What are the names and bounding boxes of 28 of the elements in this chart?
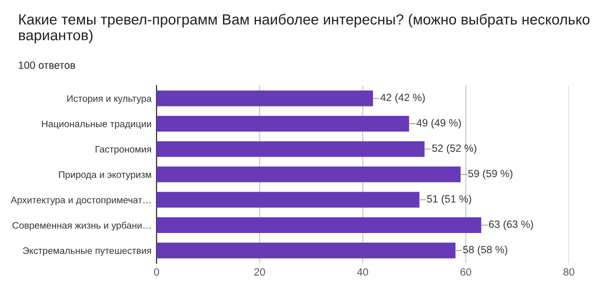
y-tick-label: Современная жизнь и урбани… (12, 222, 150, 231)
x-tick-label: 0 (154, 268, 160, 276)
y-tick-label: Природа и экотуризм (59, 171, 152, 180)
data-label: 58 (58 %) (463, 246, 508, 256)
x-tick-label: 80 (564, 268, 574, 276)
bar (156, 242, 456, 258)
y-tick-label: История и культура (67, 95, 152, 104)
data-label: 52 (52 %) (432, 144, 476, 154)
y-tick-label: Гастрономия (96, 146, 152, 154)
bar (156, 116, 410, 132)
chart-title: Какие темы тревел-программ Вам наиболее интересны? (можно выбрать несколько вариантов) (19, 14, 590, 44)
y-tick-label: Архитектура и достопримечат… (10, 196, 150, 206)
data-label: 63 (63 %) (489, 220, 533, 230)
x-tick-label: 60 (460, 268, 472, 276)
bar (156, 166, 461, 182)
data-label: 59 (59 %) (468, 170, 512, 180)
x-tick-label: 40 (357, 268, 368, 276)
data-label: 51 (51 %) (427, 194, 472, 205)
x-tick-label: 20 (254, 268, 265, 276)
data-label: 42 (42 %) (380, 94, 425, 104)
y-tick-label: Экстремальные путешествия (22, 247, 152, 256)
bar (156, 90, 374, 106)
bar (156, 217, 482, 233)
data-label: 49 (49 %) (416, 118, 461, 129)
y-tick-label: Национальные традиции (42, 120, 152, 130)
text: 100 ответов (18, 61, 76, 69)
bar (156, 192, 420, 208)
bar (156, 141, 425, 157)
